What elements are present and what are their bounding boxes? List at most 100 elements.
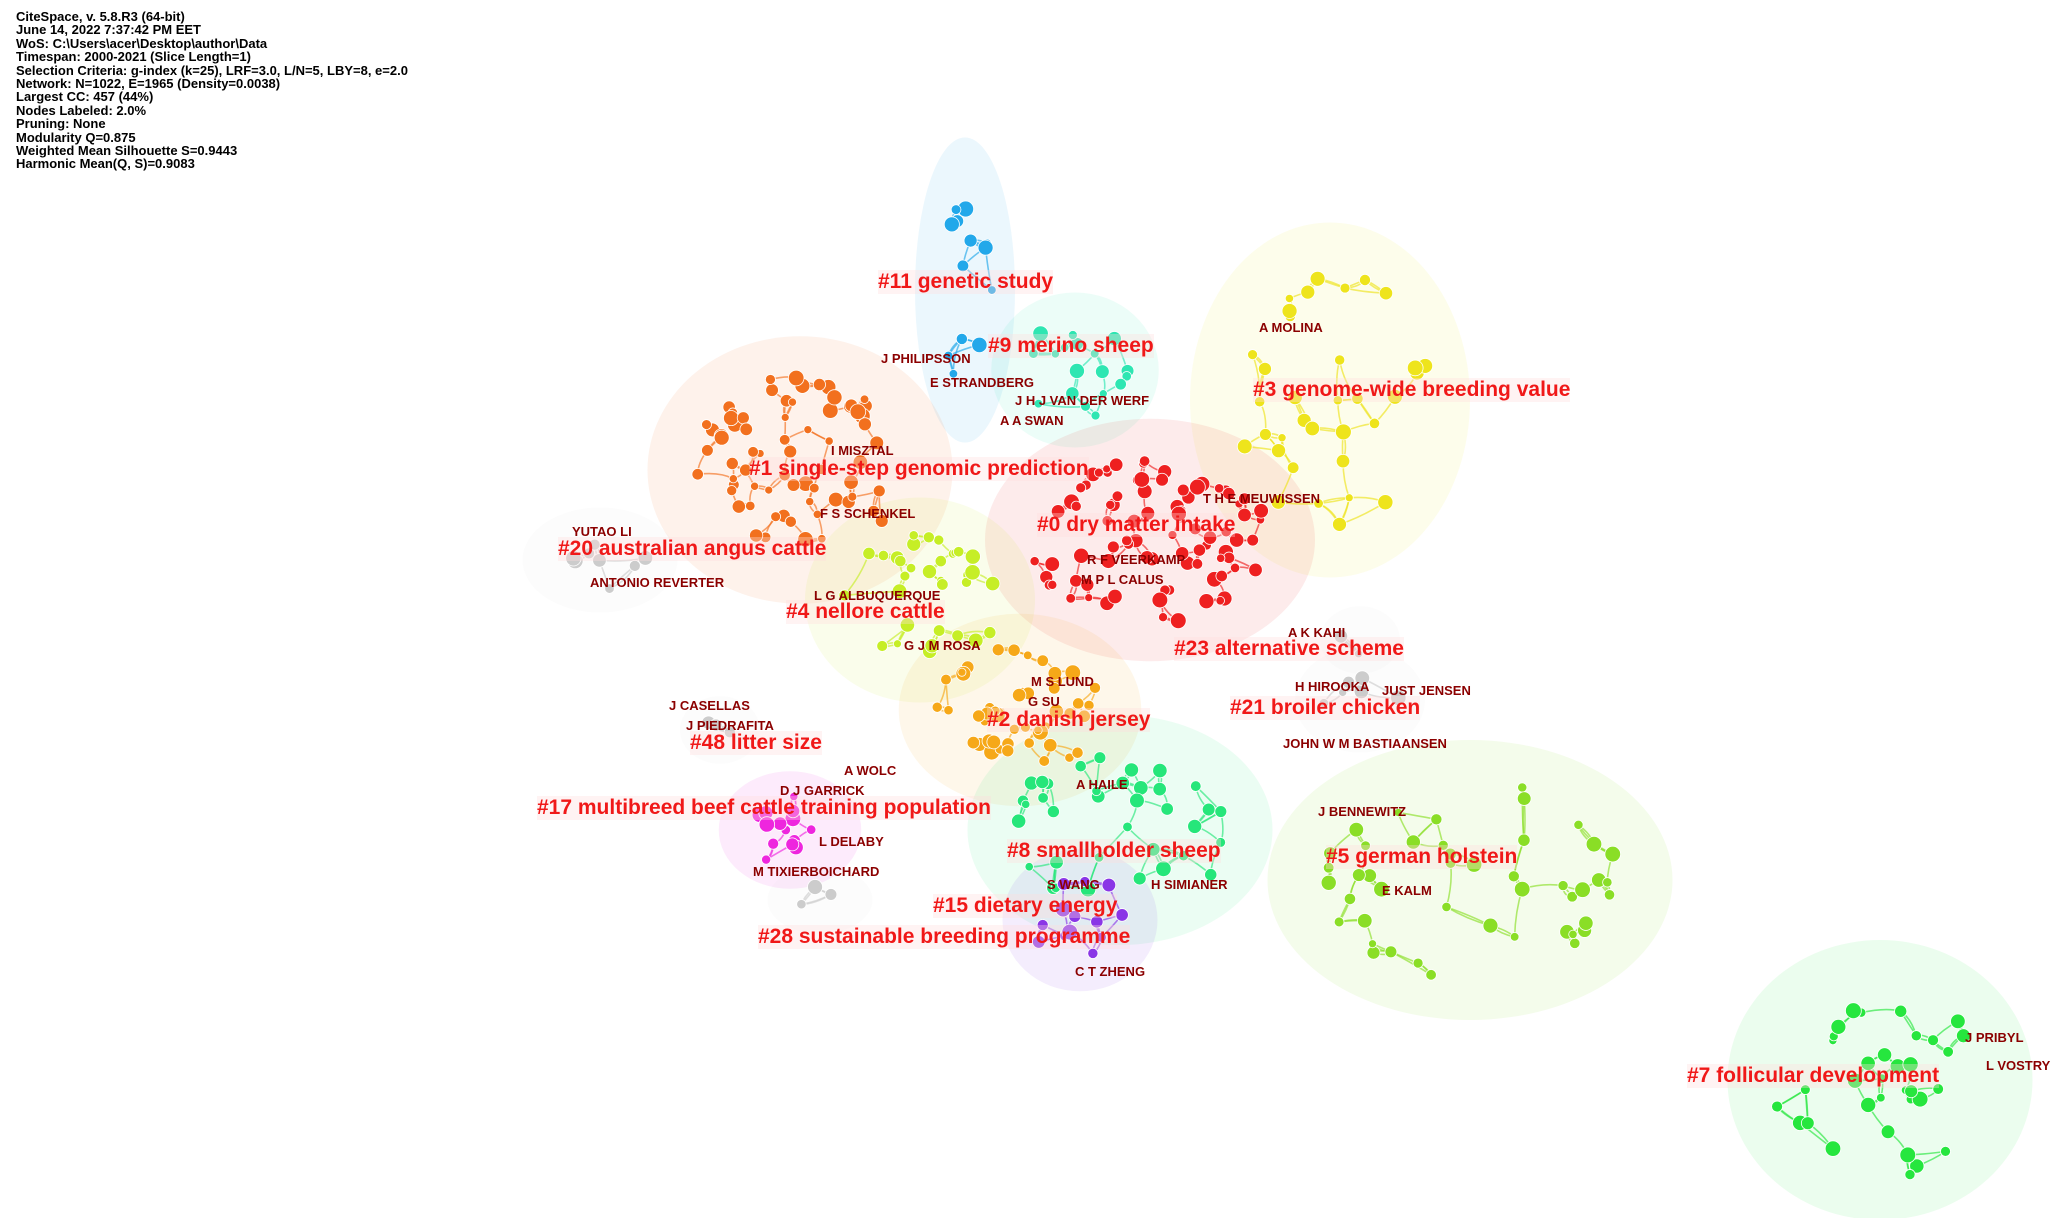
author-node[interactable] [592, 553, 607, 568]
cluster-label-48[interactable]: #48 litter size [690, 731, 822, 755]
author-node[interactable] [1603, 889, 1616, 901]
author-node[interactable] [1348, 821, 1365, 838]
author-node[interactable] [745, 500, 756, 512]
author-node[interactable] [628, 559, 641, 572]
author-node[interactable] [1065, 593, 1076, 604]
author-node[interactable] [1152, 762, 1168, 779]
author-node[interactable] [1351, 392, 1364, 405]
author-node[interactable] [1063, 707, 1077, 720]
author-node[interactable] [1254, 396, 1266, 408]
author-node[interactable] [1238, 492, 1251, 506]
author-node[interactable] [1020, 721, 1031, 733]
author-node[interactable] [1061, 923, 1079, 941]
author-node[interactable] [1366, 945, 1381, 960]
author-node[interactable] [852, 454, 869, 470]
author-node[interactable] [1001, 744, 1015, 758]
cluster-label-9[interactable]: #9 merino sheep [988, 334, 1154, 358]
author-node[interactable] [921, 564, 937, 580]
author-node[interactable] [874, 514, 889, 528]
author-node[interactable] [1322, 861, 1335, 874]
author-node[interactable] [803, 425, 813, 435]
author-label[interactable]: M P L CALUS [1081, 572, 1164, 587]
author-node[interactable] [1320, 874, 1337, 891]
author-node[interactable] [964, 548, 981, 565]
author-label[interactable]: A A SWAN [1000, 413, 1064, 428]
author-node[interactable] [1101, 877, 1117, 893]
author-node[interactable] [1101, 515, 1114, 527]
author-node[interactable] [1876, 1092, 1886, 1103]
author-node[interactable] [726, 485, 738, 497]
author-node[interactable] [1036, 919, 1049, 932]
author-node[interactable] [1927, 1034, 1939, 1047]
author-node[interactable] [1406, 359, 1424, 377]
author-node[interactable] [1073, 547, 1090, 564]
author-node[interactable] [971, 336, 988, 354]
author-node[interactable] [1904, 1084, 1919, 1099]
author-node[interactable] [761, 854, 772, 865]
author-node[interactable] [764, 485, 774, 495]
author-node[interactable] [1189, 478, 1206, 496]
author-node[interactable] [1060, 342, 1070, 353]
author-node[interactable] [588, 538, 601, 551]
author-node[interactable] [1482, 917, 1499, 934]
author-node[interactable] [1344, 493, 1354, 503]
author-node[interactable] [765, 374, 776, 385]
author-node[interactable] [637, 550, 654, 566]
author-node[interactable] [1909, 1158, 1925, 1174]
author-node[interactable] [1176, 483, 1190, 497]
author-node[interactable] [725, 457, 739, 471]
author-node[interactable] [1343, 892, 1357, 905]
cluster-label-4[interactable]: #4 nellore cattle [786, 600, 945, 624]
cluster-label-1[interactable]: #1 single-step genomic prediction [749, 457, 1089, 481]
author-node[interactable] [1035, 774, 1050, 790]
author-node[interactable] [1071, 746, 1084, 759]
author-node[interactable] [948, 369, 959, 379]
author-node[interactable] [964, 564, 981, 581]
author-node[interactable] [1080, 400, 1091, 412]
author-node[interactable] [1335, 423, 1352, 441]
author-node[interactable] [951, 629, 964, 642]
author-node[interactable] [1167, 530, 1178, 540]
author-node[interactable] [986, 734, 1002, 750]
author-node[interactable] [1064, 664, 1082, 681]
author-node[interactable] [1046, 805, 1060, 819]
author-node[interactable] [1080, 577, 1095, 592]
author-node[interactable] [940, 673, 952, 686]
author-node[interactable] [862, 546, 876, 561]
author-node[interactable] [1557, 880, 1569, 892]
author-node[interactable] [1089, 348, 1100, 359]
author-label[interactable]: J CASELLAS [669, 698, 750, 713]
author-node[interactable] [857, 417, 872, 432]
author-node[interactable] [1332, 395, 1343, 406]
author-node[interactable] [1335, 453, 1351, 469]
author-node[interactable] [1387, 388, 1403, 405]
cluster-label-28[interactable]: #28 sustainable breeding programme [758, 925, 1131, 949]
author-node[interactable] [872, 484, 886, 498]
author-node[interactable] [1771, 1100, 1784, 1113]
author-node[interactable] [701, 419, 712, 430]
author-node[interactable] [1277, 433, 1287, 443]
author-node[interactable] [1091, 785, 1102, 797]
author-node[interactable] [934, 554, 947, 568]
author-node[interactable] [750, 481, 760, 491]
author-node[interactable] [1332, 516, 1347, 532]
author-node[interactable] [1271, 443, 1287, 459]
author-label[interactable]: A MOLINA [1259, 320, 1323, 335]
author-node[interactable] [713, 429, 730, 446]
author-node[interactable] [1222, 486, 1236, 501]
author-label[interactable]: J BENNEWITZ [1318, 804, 1407, 819]
author-node[interactable] [1568, 929, 1578, 940]
author-node[interactable] [1932, 1083, 1944, 1095]
author-node[interactable] [731, 499, 746, 514]
author-label[interactable]: A HAILE [1076, 777, 1128, 792]
cluster-label-5[interactable]: #5 german holstein [1326, 845, 1518, 869]
author-node[interactable] [826, 389, 843, 406]
author-node[interactable] [867, 504, 880, 518]
author-node[interactable] [1129, 792, 1145, 809]
author-node[interactable] [972, 709, 986, 723]
author-node[interactable] [1323, 846, 1338, 861]
author-node[interactable] [739, 422, 753, 437]
author-node[interactable] [1216, 553, 1226, 563]
author-node[interactable] [1354, 649, 1364, 659]
